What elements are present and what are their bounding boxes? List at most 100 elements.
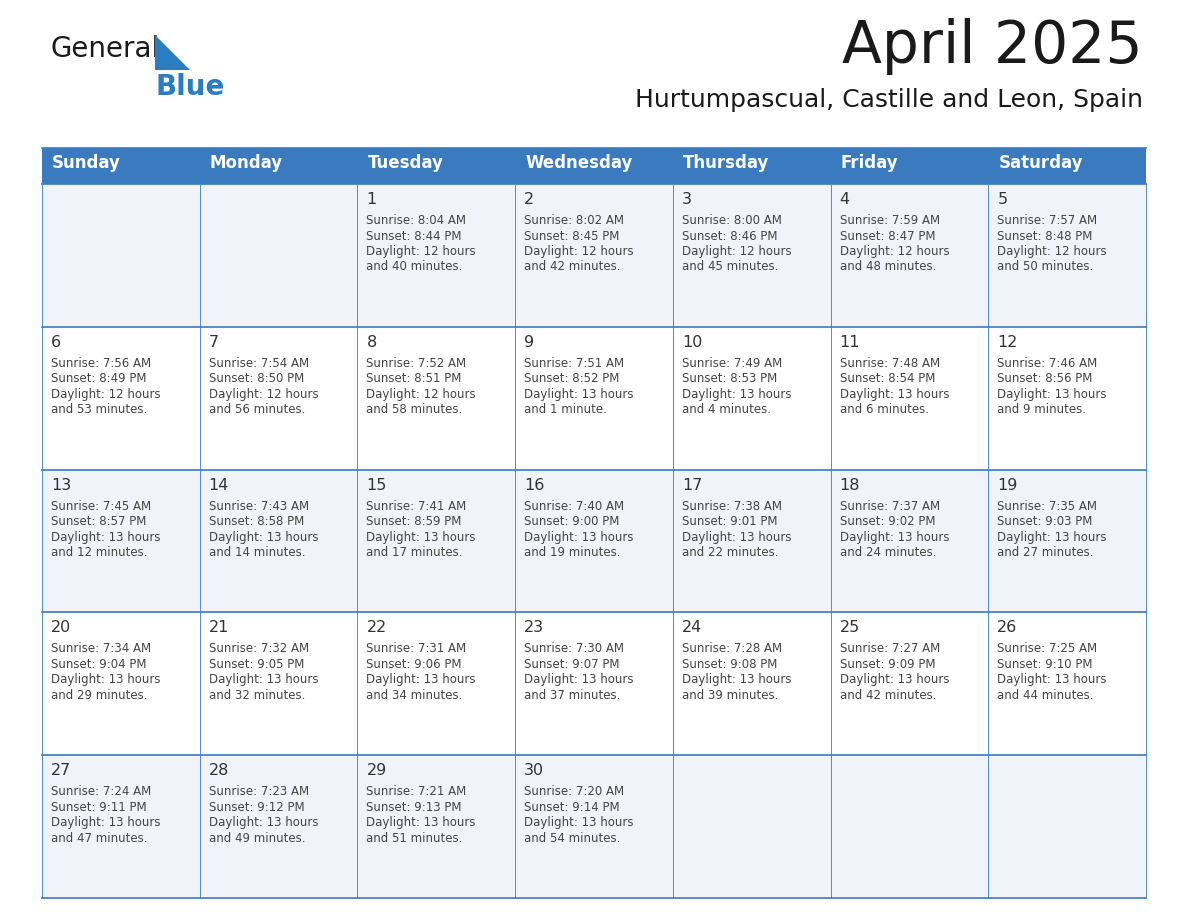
Text: and 39 minutes.: and 39 minutes. [682, 688, 778, 702]
Bar [42, 470, 1146, 612]
Text: and 24 minutes.: and 24 minutes. [840, 546, 936, 559]
Text: Sunset: 8:57 PM: Sunset: 8:57 PM [51, 515, 146, 528]
Text: Sunrise: 7:20 AM: Sunrise: 7:20 AM [524, 785, 624, 798]
Text: Sunrise: 7:25 AM: Sunrise: 7:25 AM [997, 643, 1098, 655]
Text: 6: 6 [51, 335, 61, 350]
Text: 10: 10 [682, 335, 702, 350]
Text: Daylight: 13 hours: Daylight: 13 hours [840, 531, 949, 543]
Text: 15: 15 [366, 477, 387, 493]
Text: Daylight: 13 hours: Daylight: 13 hours [997, 531, 1107, 543]
Text: 21: 21 [209, 621, 229, 635]
Text: Sunset: 8:54 PM: Sunset: 8:54 PM [840, 373, 935, 386]
Text: Daylight: 13 hours: Daylight: 13 hours [366, 674, 476, 687]
Text: Sunrise: 7:28 AM: Sunrise: 7:28 AM [682, 643, 782, 655]
Bar [200, 148, 358, 184]
Text: and 50 minutes.: and 50 minutes. [997, 261, 1093, 274]
Text: and 47 minutes.: and 47 minutes. [51, 832, 147, 845]
Text: 4: 4 [840, 192, 849, 207]
Text: Sunset: 8:56 PM: Sunset: 8:56 PM [997, 373, 1093, 386]
Text: Sunset: 9:13 PM: Sunset: 9:13 PM [366, 800, 462, 813]
Text: Wednesday: Wednesday [525, 154, 632, 172]
Text: Sunset: 9:10 PM: Sunset: 9:10 PM [997, 658, 1093, 671]
Text: Blue: Blue [154, 73, 225, 101]
Text: 12: 12 [997, 335, 1018, 350]
Text: Sunset: 8:58 PM: Sunset: 8:58 PM [209, 515, 304, 528]
Text: Sunrise: 7:30 AM: Sunrise: 7:30 AM [524, 643, 624, 655]
Text: Daylight: 13 hours: Daylight: 13 hours [682, 387, 791, 401]
Text: Sunset: 9:04 PM: Sunset: 9:04 PM [51, 658, 146, 671]
Text: Sunset: 9:02 PM: Sunset: 9:02 PM [840, 515, 935, 528]
Text: Daylight: 13 hours: Daylight: 13 hours [840, 674, 949, 687]
Text: and 40 minutes.: and 40 minutes. [366, 261, 463, 274]
Bar [42, 756, 1146, 898]
Text: Daylight: 13 hours: Daylight: 13 hours [524, 531, 633, 543]
Text: and 44 minutes.: and 44 minutes. [997, 688, 1094, 702]
Text: Daylight: 13 hours: Daylight: 13 hours [366, 531, 476, 543]
Text: Daylight: 13 hours: Daylight: 13 hours [209, 674, 318, 687]
Text: Daylight: 12 hours: Daylight: 12 hours [840, 245, 949, 258]
Text: and 54 minutes.: and 54 minutes. [524, 832, 620, 845]
Text: General: General [50, 35, 159, 63]
Text: 22: 22 [366, 621, 386, 635]
Text: Sunset: 9:07 PM: Sunset: 9:07 PM [524, 658, 620, 671]
Bar [516, 148, 672, 184]
Text: Daylight: 13 hours: Daylight: 13 hours [997, 387, 1107, 401]
Text: and 29 minutes.: and 29 minutes. [51, 688, 147, 702]
Text: Sunrise: 7:34 AM: Sunrise: 7:34 AM [51, 643, 151, 655]
Text: Daylight: 12 hours: Daylight: 12 hours [682, 245, 791, 258]
Text: Sunrise: 7:56 AM: Sunrise: 7:56 AM [51, 357, 151, 370]
Text: and 12 minutes.: and 12 minutes. [51, 546, 147, 559]
Bar [830, 148, 988, 184]
Text: and 56 minutes.: and 56 minutes. [209, 403, 305, 416]
Text: 24: 24 [682, 621, 702, 635]
Text: Sunset: 9:08 PM: Sunset: 9:08 PM [682, 658, 777, 671]
Text: and 22 minutes.: and 22 minutes. [682, 546, 778, 559]
Text: Sunset: 8:50 PM: Sunset: 8:50 PM [209, 373, 304, 386]
Text: Saturday: Saturday [998, 154, 1082, 172]
Text: 17: 17 [682, 477, 702, 493]
Text: Daylight: 13 hours: Daylight: 13 hours [524, 674, 633, 687]
Text: Daylight: 13 hours: Daylight: 13 hours [840, 387, 949, 401]
Text: Sunset: 9:01 PM: Sunset: 9:01 PM [682, 515, 777, 528]
Text: Daylight: 12 hours: Daylight: 12 hours [51, 387, 160, 401]
Text: and 19 minutes.: and 19 minutes. [524, 546, 620, 559]
Text: Sunrise: 7:35 AM: Sunrise: 7:35 AM [997, 499, 1098, 512]
Text: Sunset: 9:03 PM: Sunset: 9:03 PM [997, 515, 1093, 528]
Text: 13: 13 [51, 477, 71, 493]
Text: Sunset: 8:49 PM: Sunset: 8:49 PM [51, 373, 146, 386]
Text: Daylight: 12 hours: Daylight: 12 hours [366, 245, 476, 258]
Text: 5: 5 [997, 192, 1007, 207]
Text: Sunset: 9:05 PM: Sunset: 9:05 PM [209, 658, 304, 671]
Text: Sunrise: 7:43 AM: Sunrise: 7:43 AM [209, 499, 309, 512]
Text: 26: 26 [997, 621, 1018, 635]
Text: Daylight: 13 hours: Daylight: 13 hours [51, 531, 160, 543]
Text: Sunset: 9:14 PM: Sunset: 9:14 PM [524, 800, 620, 813]
Text: Sunset: 8:47 PM: Sunset: 8:47 PM [840, 230, 935, 242]
Text: Sunday: Sunday [52, 154, 121, 172]
Text: Thursday: Thursday [683, 154, 770, 172]
Text: and 49 minutes.: and 49 minutes. [209, 832, 305, 845]
Text: Sunrise: 7:38 AM: Sunrise: 7:38 AM [682, 499, 782, 512]
Text: Sunset: 8:59 PM: Sunset: 8:59 PM [366, 515, 462, 528]
Text: 3: 3 [682, 192, 691, 207]
Text: and 51 minutes.: and 51 minutes. [366, 832, 463, 845]
Text: Sunrise: 7:40 AM: Sunrise: 7:40 AM [524, 499, 624, 512]
Text: and 6 minutes.: and 6 minutes. [840, 403, 929, 416]
Text: Daylight: 13 hours: Daylight: 13 hours [209, 531, 318, 543]
Text: and 58 minutes.: and 58 minutes. [366, 403, 462, 416]
Text: Sunset: 9:09 PM: Sunset: 9:09 PM [840, 658, 935, 671]
Text: and 32 minutes.: and 32 minutes. [209, 688, 305, 702]
Text: and 34 minutes.: and 34 minutes. [366, 688, 463, 702]
Text: 29: 29 [366, 763, 386, 778]
Text: Sunrise: 7:23 AM: Sunrise: 7:23 AM [209, 785, 309, 798]
Text: Daylight: 13 hours: Daylight: 13 hours [51, 674, 160, 687]
Text: Sunset: 8:45 PM: Sunset: 8:45 PM [524, 230, 619, 242]
Text: Sunset: 8:48 PM: Sunset: 8:48 PM [997, 230, 1093, 242]
Text: Sunset: 9:06 PM: Sunset: 9:06 PM [366, 658, 462, 671]
Text: Daylight: 13 hours: Daylight: 13 hours [682, 531, 791, 543]
Text: Daylight: 13 hours: Daylight: 13 hours [997, 674, 1107, 687]
Text: 19: 19 [997, 477, 1018, 493]
Text: 30: 30 [524, 763, 544, 778]
Text: Sunrise: 7:54 AM: Sunrise: 7:54 AM [209, 357, 309, 370]
Bar [672, 148, 830, 184]
